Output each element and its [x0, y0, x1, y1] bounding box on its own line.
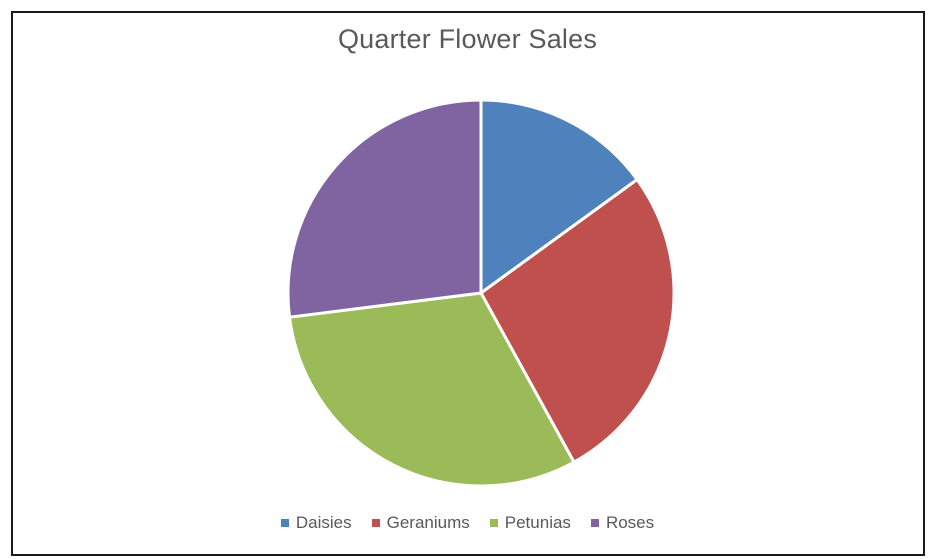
pie-slice-daisies — [479, 98, 639, 295]
pie-slice-geraniums — [479, 178, 676, 464]
pie-slice-roses — [286, 98, 483, 319]
legend-label-petunias: Petunias — [504, 513, 571, 532]
legend-item-geraniums: Geraniums — [371, 513, 470, 533]
legend-label-daisies: Daisies — [295, 513, 352, 532]
legend-item-petunias: Petunias — [489, 513, 571, 533]
legend-label-geraniums: Geraniums — [386, 513, 470, 532]
legend-item-daisies: Daisies — [280, 513, 352, 533]
chart-title: Quarter Flower Sales — [337, 24, 598, 54]
legend-item-roses: Roses — [590, 513, 655, 533]
pie-slice-petunias — [288, 291, 576, 488]
legend: Daisies Geraniums Petunias Roses — [0, 513, 935, 533]
legend-swatch-geraniums — [371, 519, 380, 527]
legend-swatch-roses — [590, 519, 599, 527]
legend-swatch-petunias — [489, 519, 498, 527]
legend-swatch-daisies — [280, 519, 289, 527]
legend-label-roses: Roses — [605, 513, 655, 532]
